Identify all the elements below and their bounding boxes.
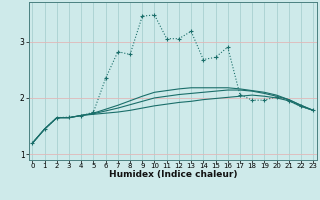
X-axis label: Humidex (Indice chaleur): Humidex (Indice chaleur) (108, 170, 237, 179)
